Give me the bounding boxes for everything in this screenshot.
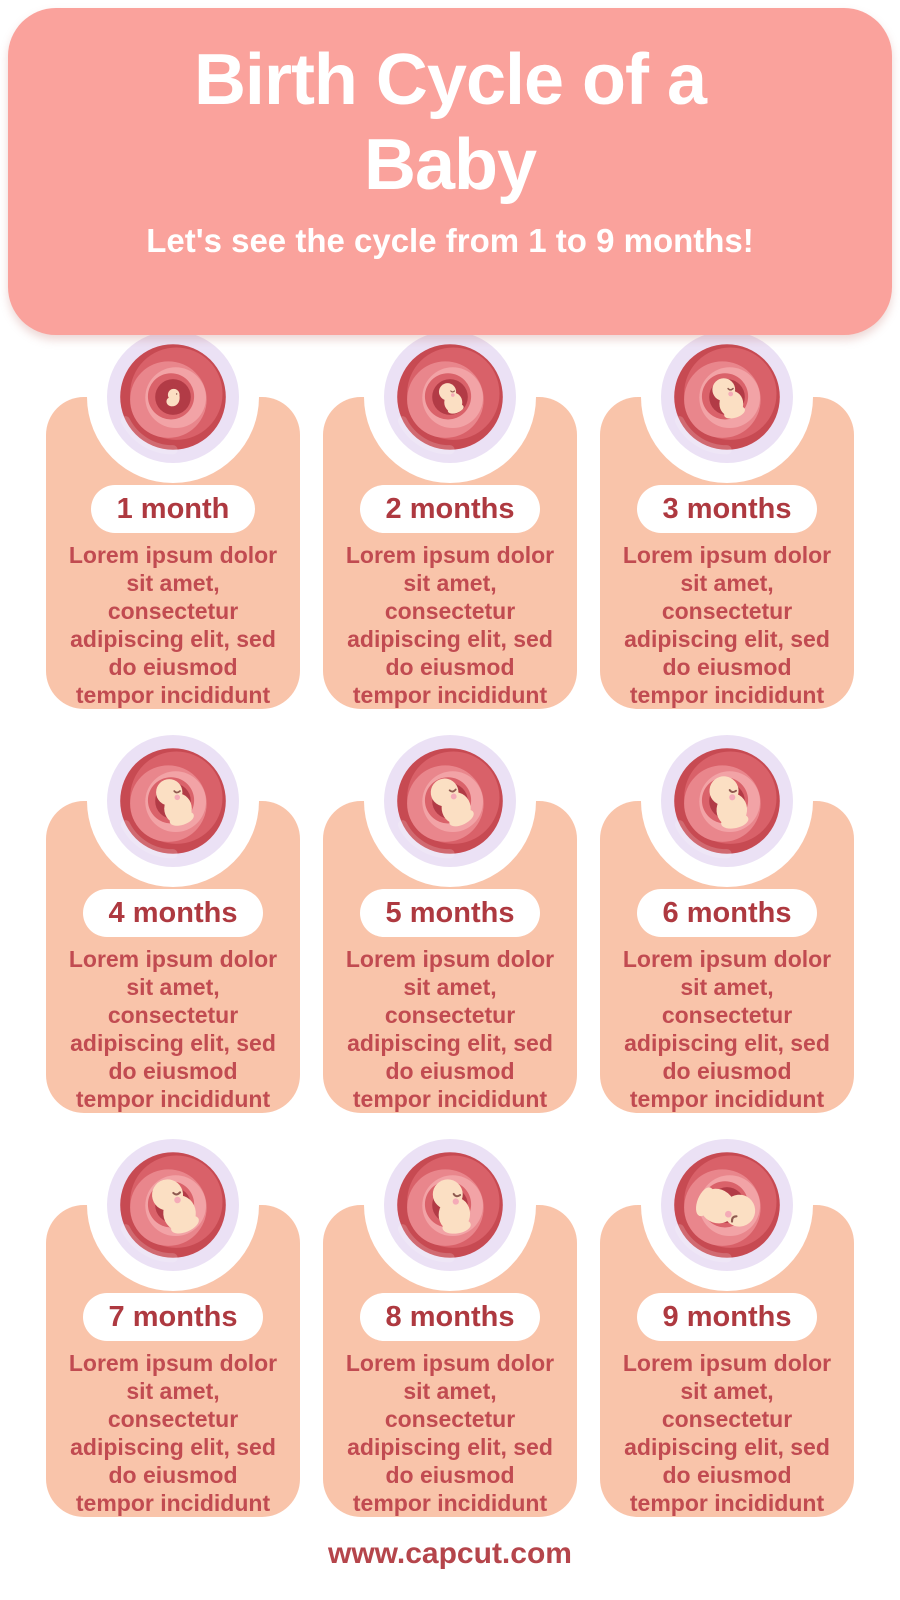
- month-label-pill: 6 months: [636, 889, 818, 937]
- cards-grid: 1 month Lorem ipsum dolor sit amet, cons…: [46, 311, 854, 1517]
- month-label-pill: 1 month: [90, 485, 256, 533]
- womb-illustration: [384, 1139, 516, 1271]
- fetus-month-1-icon: [107, 331, 239, 463]
- month-description: Lorem ipsum dolor sit amet, consectetur …: [622, 542, 832, 708]
- fetus-month-6-icon: [661, 735, 793, 867]
- fetus-month-4-icon: [107, 735, 239, 867]
- card-content: 2 months Lorem ipsum dolor sit amet, con…: [323, 397, 577, 709]
- month-description: Lorem ipsum dolor sit amet, consectetur …: [345, 542, 555, 708]
- womb-illustration: [384, 331, 516, 463]
- card-content: 5 months Lorem ipsum dolor sit amet, con…: [323, 801, 577, 1113]
- month-description: Lorem ipsum dolor sit amet, consectetur …: [345, 946, 555, 1112]
- card-content: 7 months Lorem ipsum dolor sit amet, con…: [46, 1205, 300, 1517]
- womb-illustration: [107, 331, 239, 463]
- month-label-pill: 2 months: [359, 485, 541, 533]
- month-description: Lorem ipsum dolor sit amet, consectetur …: [68, 542, 278, 708]
- card-content: 3 months Lorem ipsum dolor sit amet, con…: [600, 397, 854, 709]
- fetus-month-5-icon: [384, 735, 516, 867]
- month-description: Lorem ipsum dolor sit amet, consectetur …: [345, 1350, 555, 1516]
- card-content: 6 months Lorem ipsum dolor sit amet, con…: [600, 801, 854, 1113]
- month-card: 7 months Lorem ipsum dolor sit amet, con…: [46, 1119, 300, 1517]
- womb-illustration: [661, 1139, 793, 1271]
- month-card: 5 months Lorem ipsum dolor sit amet, con…: [323, 715, 577, 1113]
- month-description: Lorem ipsum dolor sit amet, consectetur …: [622, 1350, 832, 1516]
- page-subtitle: Let's see the cycle from 1 to 9 months!: [146, 222, 754, 259]
- card-content: 1 month Lorem ipsum dolor sit amet, cons…: [46, 397, 300, 709]
- month-description: Lorem ipsum dolor sit amet, consectetur …: [68, 1350, 278, 1516]
- header-banner: Birth Cycle of a Baby Let's see the cycl…: [8, 8, 892, 335]
- womb-illustration: [107, 1139, 239, 1271]
- footer-url: www.capcut.com: [328, 1537, 572, 1570]
- month-card: 3 months Lorem ipsum dolor sit amet, con…: [600, 311, 854, 709]
- womb-illustration: [661, 735, 793, 867]
- month-card: 8 months Lorem ipsum dolor sit amet, con…: [323, 1119, 577, 1517]
- month-description: Lorem ipsum dolor sit amet, consectetur …: [68, 946, 278, 1112]
- womb-illustration: [107, 735, 239, 867]
- fetus-month-3-icon: [661, 331, 793, 463]
- card-content: 4 months Lorem ipsum dolor sit amet, con…: [46, 801, 300, 1113]
- card-content: 9 months Lorem ipsum dolor sit amet, con…: [600, 1205, 854, 1517]
- month-description: Lorem ipsum dolor sit amet, consectetur …: [622, 946, 832, 1112]
- fetus-month-8-icon: [384, 1139, 516, 1271]
- month-card: 2 months Lorem ipsum dolor sit amet, con…: [323, 311, 577, 709]
- fetus-month-2-icon: [384, 331, 516, 463]
- card-content: 8 months Lorem ipsum dolor sit amet, con…: [323, 1205, 577, 1517]
- month-card: 1 month Lorem ipsum dolor sit amet, cons…: [46, 311, 300, 709]
- month-label-pill: 5 months: [359, 889, 541, 937]
- month-card: 4 months Lorem ipsum dolor sit amet, con…: [46, 715, 300, 1113]
- month-card: 6 months Lorem ipsum dolor sit amet, con…: [600, 715, 854, 1113]
- page-title: Birth Cycle of a Baby: [193, 40, 707, 205]
- fetus-month-9-icon: [661, 1139, 793, 1271]
- month-label-pill: 4 months: [82, 889, 264, 937]
- fetus-month-7-icon: [107, 1139, 239, 1271]
- month-card: 9 months Lorem ipsum dolor sit amet, con…: [600, 1119, 854, 1517]
- womb-illustration: [661, 331, 793, 463]
- month-label-pill: 8 months: [359, 1293, 541, 1341]
- month-label-pill: 7 months: [82, 1293, 264, 1341]
- month-label-pill: 9 months: [636, 1293, 818, 1341]
- month-label-pill: 3 months: [636, 485, 818, 533]
- womb-illustration: [384, 735, 516, 867]
